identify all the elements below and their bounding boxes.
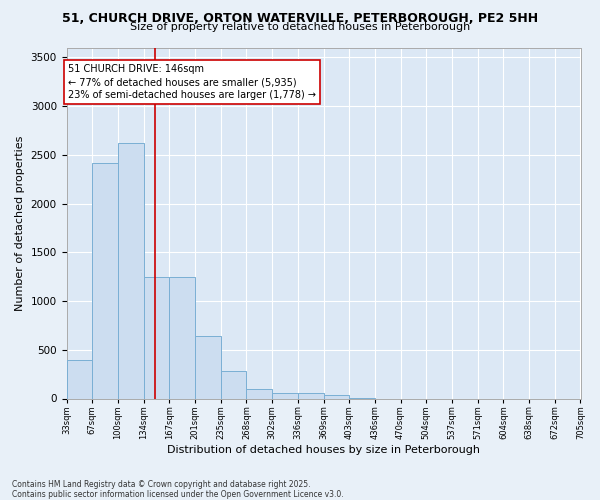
X-axis label: Distribution of detached houses by size in Peterborough: Distribution of detached houses by size … [167, 445, 480, 455]
Bar [298, 393, 323, 398]
Bar [169, 276, 195, 398]
Bar [143, 276, 169, 398]
Text: 51, CHURCH DRIVE, ORTON WATERVILLE, PETERBOROUGH, PE2 5HH: 51, CHURCH DRIVE, ORTON WATERVILLE, PETE… [62, 12, 538, 26]
Text: Size of property relative to detached houses in Peterborough: Size of property relative to detached ho… [130, 22, 470, 32]
Bar [272, 392, 298, 398]
Text: 51 CHURCH DRIVE: 146sqm
← 77% of detached houses are smaller (5,935)
23% of semi: 51 CHURCH DRIVE: 146sqm ← 77% of detache… [68, 64, 316, 100]
Bar [118, 143, 143, 399]
Bar [247, 389, 272, 398]
Bar [323, 395, 349, 398]
Y-axis label: Number of detached properties: Number of detached properties [15, 136, 25, 310]
Bar [92, 162, 118, 398]
Bar [195, 336, 221, 398]
Text: Contains HM Land Registry data © Crown copyright and database right 2025.
Contai: Contains HM Land Registry data © Crown c… [12, 480, 344, 499]
Bar [221, 371, 247, 398]
Bar [67, 360, 92, 399]
